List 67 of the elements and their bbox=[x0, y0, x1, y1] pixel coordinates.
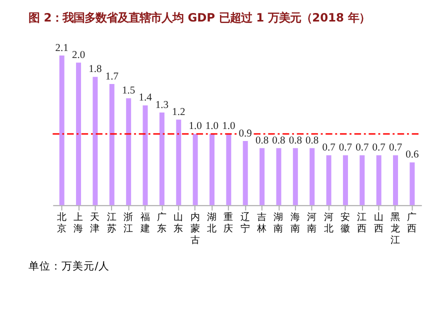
data-label: 0.8 bbox=[255, 135, 269, 146]
x-tick-label: 山西 bbox=[374, 211, 384, 235]
x-tick-label: 湖北 bbox=[207, 211, 217, 235]
x-tick-label: 福建 bbox=[139, 211, 150, 235]
x-tick-label: 湖南 bbox=[274, 211, 284, 235]
bar bbox=[59, 56, 64, 206]
data-label: 0.7 bbox=[338, 142, 352, 154]
data-label: 0.7 bbox=[372, 142, 386, 154]
bar bbox=[92, 76, 98, 206]
bar bbox=[226, 134, 232, 206]
x-tick-label: 天津 bbox=[90, 212, 100, 235]
data-label: 1.8 bbox=[88, 64, 102, 76]
chart-title: 图 2：我国多数省及直辖市人均 GDP 已超过 1 万美元（2018 年） bbox=[28, 10, 370, 24]
data-label: 1.3 bbox=[155, 100, 169, 111]
bar bbox=[276, 148, 282, 206]
x-tick-label: 江西 bbox=[357, 211, 368, 235]
x-tick-label: 河南 bbox=[307, 211, 318, 235]
bar bbox=[76, 62, 82, 206]
data-label: 1.5 bbox=[122, 86, 136, 97]
bar bbox=[159, 112, 164, 206]
bar bbox=[310, 148, 315, 206]
x-tick-label: 广西 bbox=[407, 211, 418, 235]
bar bbox=[376, 155, 382, 206]
x-tick-label: 上海 bbox=[74, 211, 84, 235]
data-label: 1.0 bbox=[188, 121, 202, 132]
x-tick-label: 浙江 bbox=[124, 211, 134, 235]
data-label: 0.7 bbox=[388, 142, 402, 154]
data-label: 0.7 bbox=[356, 142, 369, 154]
bar bbox=[342, 155, 348, 206]
bar bbox=[210, 134, 215, 206]
data-label: 2.0 bbox=[72, 50, 86, 61]
x-tick-label: 海南 bbox=[290, 211, 300, 235]
data-label: 1.4 bbox=[138, 92, 153, 104]
bar bbox=[142, 105, 148, 206]
bar bbox=[292, 148, 298, 206]
data-label: 0.7 bbox=[322, 142, 336, 154]
bar bbox=[260, 148, 265, 206]
data-label: 1.2 bbox=[172, 106, 186, 118]
bar bbox=[242, 141, 248, 206]
bar bbox=[126, 98, 132, 206]
data-label: 0.8 bbox=[272, 135, 286, 146]
x-tick-label: 山东 bbox=[174, 211, 184, 235]
data-label: 0.6 bbox=[406, 150, 419, 161]
x-tick-label: 重庆 bbox=[224, 211, 234, 235]
data-label: 0.8 bbox=[306, 135, 319, 146]
data-label: 1.0 bbox=[205, 121, 219, 132]
x-tick-label: 河北 bbox=[324, 211, 334, 235]
bar bbox=[360, 155, 365, 206]
bar bbox=[410, 162, 415, 206]
x-tick-label: 广东 bbox=[156, 211, 167, 235]
x-tick-label: 内蒙古 bbox=[190, 211, 200, 246]
text: 单位：万美元/人 bbox=[28, 259, 110, 272]
bar bbox=[176, 120, 182, 206]
x-tick-label: 黑龙江 bbox=[390, 212, 401, 246]
bar bbox=[192, 134, 198, 206]
bar bbox=[326, 155, 332, 206]
data-label: 0.8 bbox=[288, 135, 302, 146]
data-label: 1.7 bbox=[105, 71, 118, 82]
data-label: 1.0 bbox=[222, 121, 236, 132]
x-tick-label: 北京 bbox=[56, 211, 67, 235]
bar bbox=[393, 155, 398, 206]
data-label: 2.1 bbox=[55, 42, 68, 54]
x-tick-label: 辽宁 bbox=[240, 211, 250, 235]
x-tick-label: 安徽 bbox=[340, 211, 350, 235]
bar bbox=[109, 84, 114, 206]
x-tick-label: 江苏 bbox=[106, 211, 117, 235]
x-tick-label: 吉林 bbox=[256, 211, 268, 235]
